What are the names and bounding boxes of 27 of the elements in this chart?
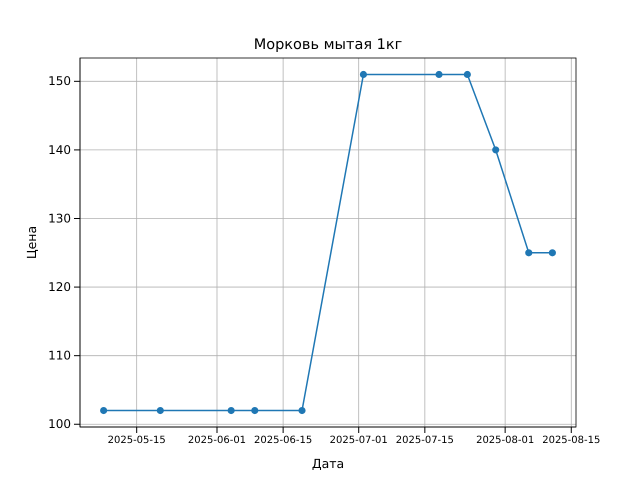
x-tick-label: 2025-08-15 [542, 435, 600, 446]
point [100, 406, 108, 414]
y-tick-label: 130 [48, 211, 71, 226]
point [298, 406, 306, 414]
x-tick-label: 2025-07-15 [396, 435, 454, 446]
point [525, 249, 532, 256]
point [548, 249, 556, 256]
x-tick-label: 2025-06-01 [188, 435, 246, 446]
x-tick-label: 2025-07-01 [330, 435, 388, 446]
x-tick-label: 2025-06-15 [254, 435, 312, 446]
x-tick-label: 2025-05-15 [108, 435, 166, 446]
point [156, 406, 164, 414]
chart-title: Морковь мытая 1кг [254, 37, 402, 53]
x-axis-title: Дата [312, 456, 344, 471]
y-tick-label: 100 [48, 417, 71, 432]
point [435, 70, 443, 78]
y-tick-label: 140 [48, 142, 71, 157]
point [464, 70, 471, 78]
point [251, 406, 258, 414]
point [360, 70, 367, 78]
point [492, 146, 500, 154]
y-tick-label: 110 [48, 348, 71, 363]
y-tick-label: 120 [48, 280, 71, 294]
y-tick-label: 150 [48, 74, 71, 88]
y-axis-title: Цена [24, 226, 39, 260]
x-tick-label: 2025-08-01 [476, 435, 534, 446]
point [228, 406, 235, 414]
